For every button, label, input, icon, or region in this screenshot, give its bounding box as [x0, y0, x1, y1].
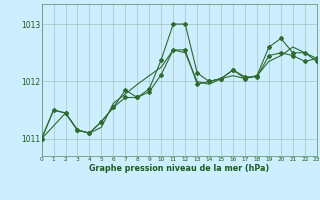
X-axis label: Graphe pression niveau de la mer (hPa): Graphe pression niveau de la mer (hPa) — [89, 164, 269, 173]
